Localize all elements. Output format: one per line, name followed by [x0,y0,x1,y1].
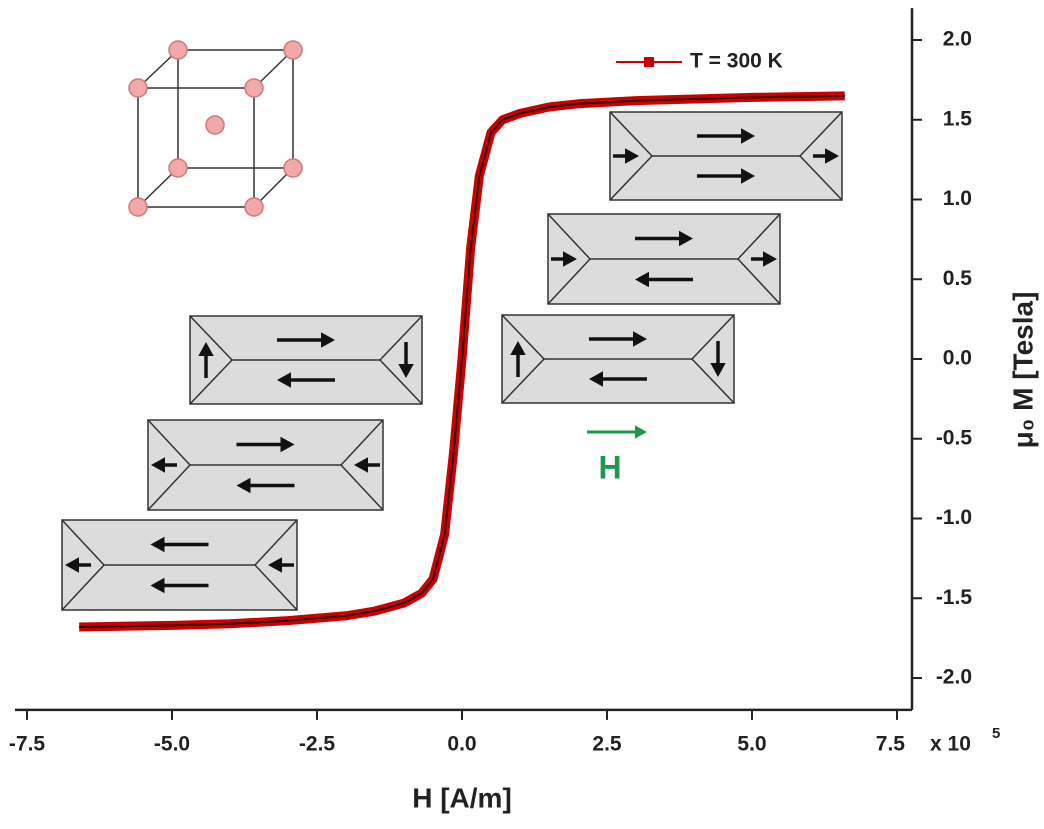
y-tick-label: 0.0 [943,347,972,370]
x-tick-label: 5.0 [737,732,766,755]
arrow [587,425,647,438]
domain-box [502,315,734,403]
x-tick-label: -7.5 [9,732,46,755]
x-tick-label: -2.5 [299,732,336,755]
y-tick-label: -2.0 [936,666,972,689]
domain-box [62,520,297,610]
domain-box [548,214,780,304]
y-tick-label: 2.0 [943,28,972,51]
arrow-head [635,425,647,438]
y-tick-label: -1.0 [936,506,972,529]
y-tick-label: 1.0 [943,187,972,210]
legend-marker [644,57,654,67]
field-label: H [598,449,621,485]
y-tick-label: 0.5 [943,267,973,290]
y-tick-label: -0.5 [936,426,973,449]
y-tick-label: 1.5 [943,107,973,130]
chart: H [A/m] μ₀ M [Tesla] x 10 5 H -7.5 -5.0 -2.… [0,0,1044,829]
x-tick-label: -5.0 [154,732,190,755]
y-tick-label: -1.5 [936,586,973,609]
illustrations [62,41,842,610]
domain-box [148,420,383,510]
domain-box [610,112,842,200]
x-tick-label: 7.5 [876,732,906,755]
domain-box [190,316,422,404]
x-tick-label: 0.0 [447,732,476,755]
y-axis-label: μ₀ M [Tesla] [1007,292,1038,449]
x-multiplier-exponent: 5 [992,725,1000,742]
x-tick-label: 2.5 [592,732,622,755]
legend-label: T = 300 K [690,50,783,73]
x-multiplier: x 10 [930,733,971,756]
x-axis-label: H [A/m] [412,782,512,813]
